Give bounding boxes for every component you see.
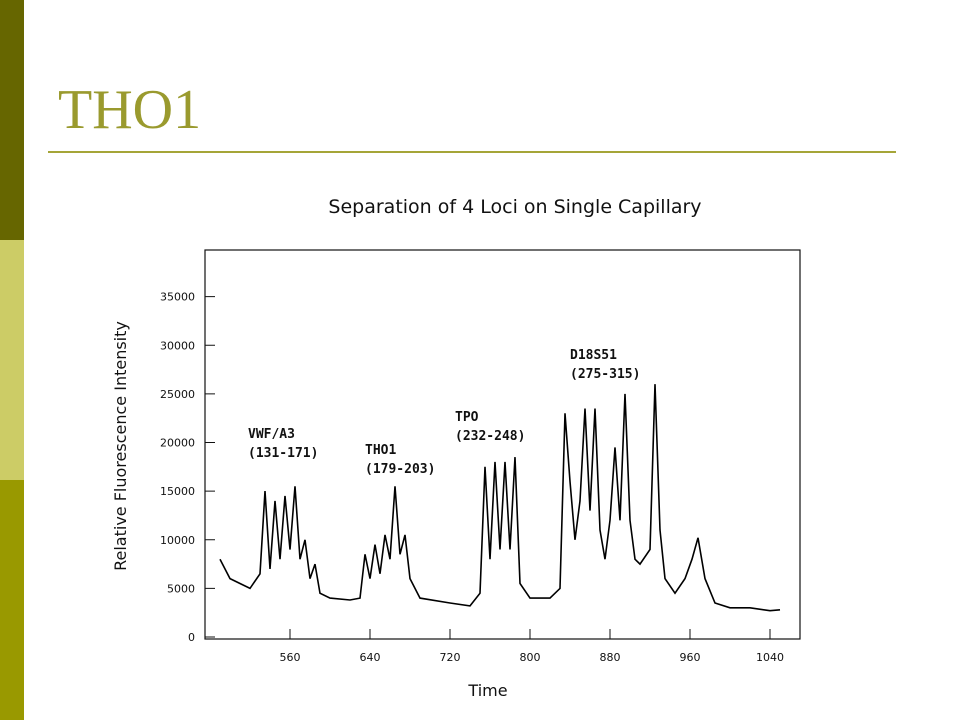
annotation-range: (275-315)	[570, 367, 640, 382]
side-bar	[0, 240, 24, 480]
side-bar	[0, 480, 24, 720]
y-tick-label: 20000	[160, 437, 195, 450]
x-tick-label: 560	[280, 651, 301, 664]
plot-frame	[204, 249, 801, 640]
annotation-range: (232-248)	[455, 429, 525, 444]
y-tick-label: 30000	[160, 339, 195, 352]
annotation-label: TPO	[455, 410, 479, 425]
y-tick-label: 25000	[160, 388, 195, 401]
x-tick-label: 800	[520, 651, 541, 664]
annotation-range: (179-203)	[365, 462, 435, 477]
annotation-label: VWF/A3	[248, 427, 295, 442]
annotation-range: (131-171)	[248, 446, 318, 461]
y-axis-label: Relative Fluorescence Intensity	[111, 321, 130, 571]
x-tick-label: 880	[600, 651, 621, 664]
trace	[219, 384, 781, 612]
x-axis-label: Time	[467, 681, 507, 700]
x-tick-label: 640	[360, 651, 381, 664]
x-tick-label: 1040	[756, 651, 784, 664]
x-tick-label: 960	[680, 651, 701, 664]
annotation-label: D18S51	[570, 348, 617, 363]
y-tick-label: 10000	[160, 534, 195, 547]
chart-title: Separation of 4 Loci on Single Capillary	[328, 196, 701, 218]
x-tick-label: 720	[440, 651, 461, 664]
annotation-label: THO1	[365, 443, 396, 458]
y-tick-label: 0	[188, 631, 195, 644]
y-tick-label: 15000	[160, 485, 195, 498]
side-bar	[0, 0, 24, 240]
y-tick-label: 5000	[167, 582, 195, 595]
slide-title: THO1	[58, 79, 201, 141]
y-tick-label: 35000	[160, 291, 195, 304]
